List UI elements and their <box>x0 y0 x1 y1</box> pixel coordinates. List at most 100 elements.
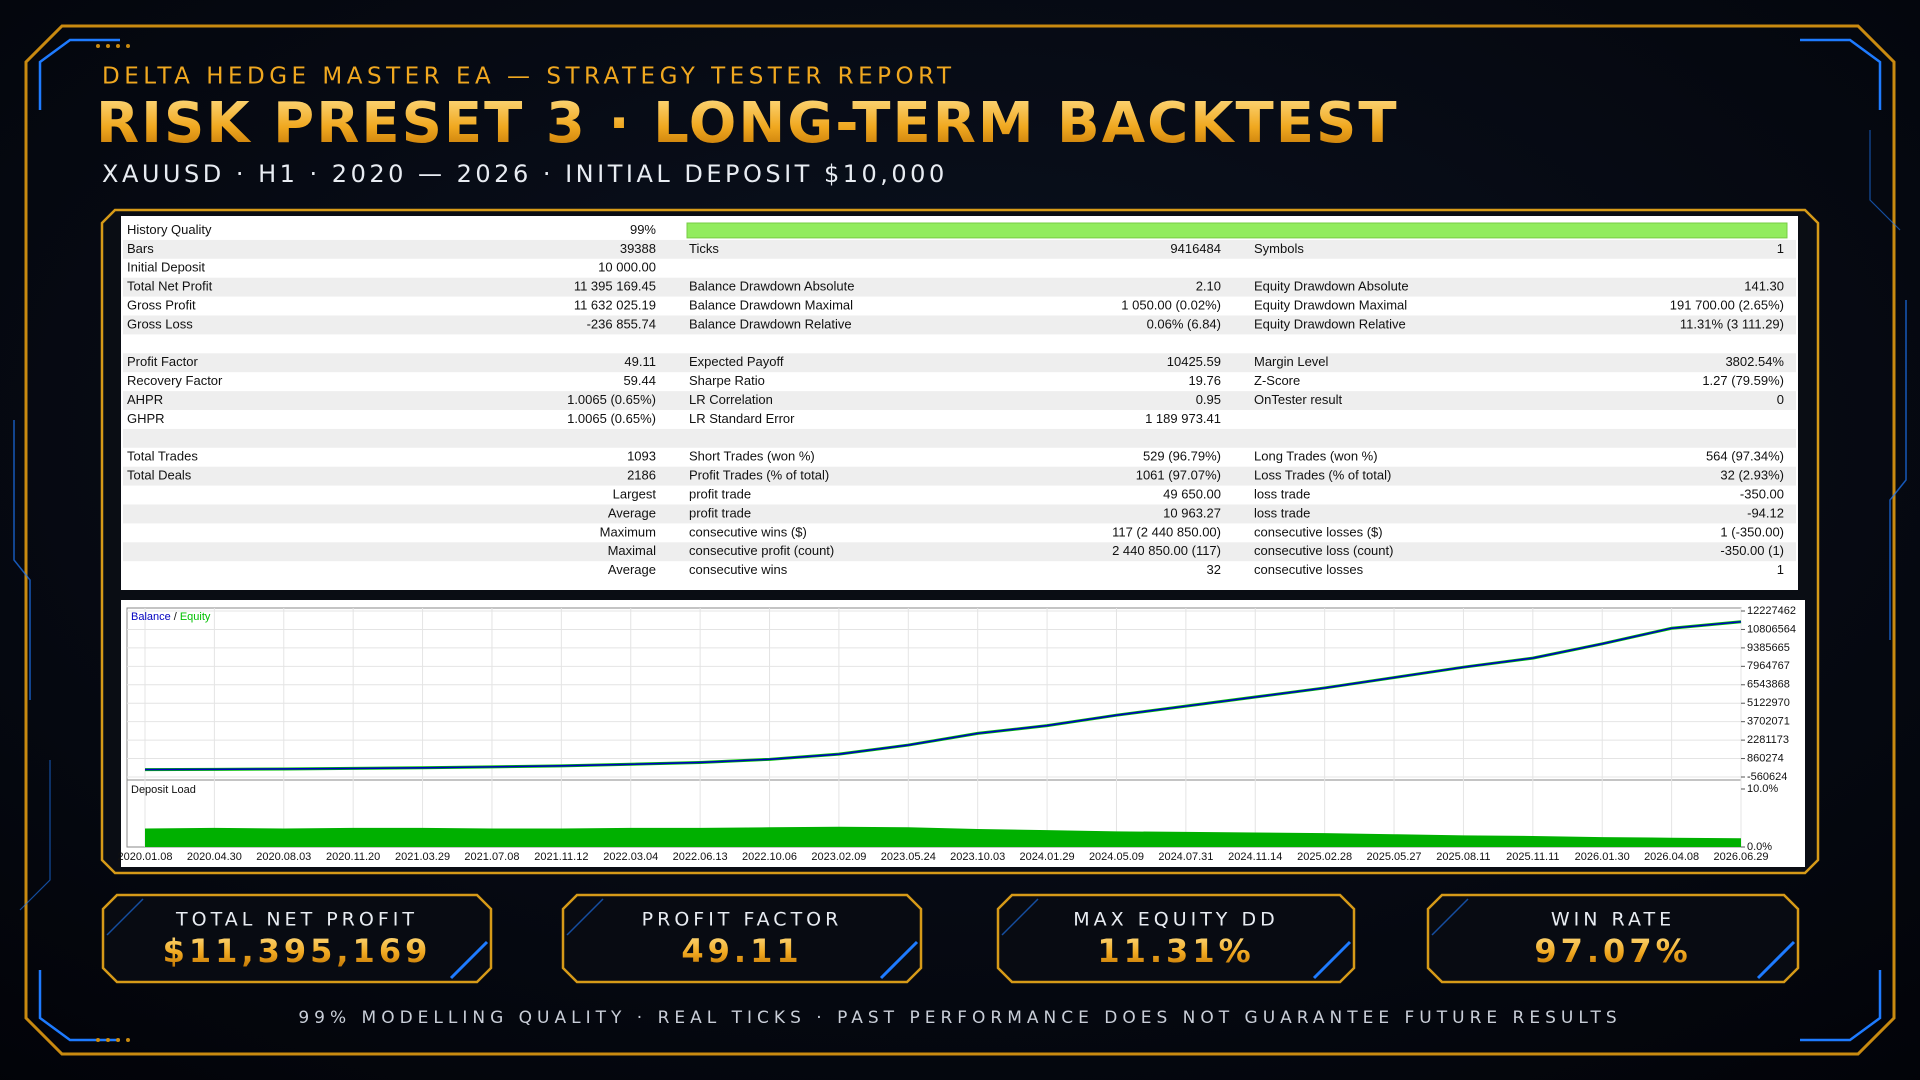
cell-value: 1 050.00 (0.02%) <box>1121 297 1221 312</box>
row-shade <box>123 239 1796 259</box>
cell-label: consecutive losses <box>1254 562 1364 577</box>
cell-value: 59.44 <box>623 373 656 388</box>
cell-value: 141.30 <box>1744 279 1784 294</box>
x-tick-label: 2022.10.06 <box>742 851 797 863</box>
y-tick-label: 10.0% <box>1747 783 1778 795</box>
cell-value: Largest <box>613 486 657 501</box>
dots <box>96 44 130 1042</box>
row-shade <box>123 315 1796 335</box>
cell-label: Recovery Factor <box>127 373 223 388</box>
cell-label: Long Trades (won %) <box>1254 449 1378 464</box>
y-tick-label: 12227462 <box>1747 605 1796 617</box>
x-tick-label: 2024.11.14 <box>1228 851 1282 863</box>
cell-label: Total Deals <box>127 468 192 483</box>
card-accent <box>1001 898 1039 936</box>
cell-value: 1 <box>1777 562 1784 577</box>
stat-value: 49.11 <box>681 932 802 970</box>
card-accent <box>1756 940 1796 980</box>
cell-value: 10425.59 <box>1167 354 1221 369</box>
x-tick-label: 2026.01.30 <box>1575 851 1630 863</box>
legend-entry: Equity <box>180 611 211 623</box>
cell-label: Symbols <box>1254 241 1304 256</box>
row-shade <box>123 428 1796 448</box>
cell-value: 1 <box>1777 241 1784 256</box>
cell-value: 32 (2.93%) <box>1720 468 1784 483</box>
x-tick-label: 2020.04.30 <box>187 851 242 863</box>
x-tick-label: 2022.03.04 <box>603 851 658 863</box>
cell-label: Loss Trades (% of total) <box>1254 468 1391 483</box>
cell-value: 49 650.00 <box>1163 486 1221 501</box>
cell-label: consecutive wins <box>689 562 788 577</box>
cell-value: 9416484 <box>1170 241 1221 256</box>
x-tick-label: 2020.08.03 <box>256 851 311 863</box>
x-tick-label: 2026.06.29 <box>1713 851 1768 863</box>
cell-label: Initial Deposit <box>127 260 205 275</box>
stat-card <box>561 893 923 984</box>
row-shade <box>123 466 1796 486</box>
cell-label: loss trade <box>1254 505 1310 520</box>
cell-value: 117 (2 440 850.00) <box>1112 524 1221 539</box>
cell-value: 10 000.00 <box>598 260 656 275</box>
x-tick-label: 2024.05.09 <box>1089 851 1144 863</box>
cell-label: Equity Drawdown Relative <box>1254 316 1406 331</box>
cell-value: 11.31% (3 111.29) <box>1680 316 1784 331</box>
cell-value: -350.00 <box>1740 486 1784 501</box>
cell-label: consecutive loss (count) <box>1254 543 1393 558</box>
cell-value: 3802.54% <box>1725 354 1784 369</box>
cell-label: Short Trades (won %) <box>689 449 815 464</box>
cell-value: 529 (96.79%) <box>1143 449 1221 464</box>
cell-label: LR Correlation <box>689 392 773 407</box>
x-tick-label: 2023.05.24 <box>881 851 936 863</box>
cell-value: Average <box>608 562 656 577</box>
cell-value: 0 <box>1777 392 1784 407</box>
cell-value: 0.95 <box>1196 392 1221 407</box>
stat-label: TOTAL NET PROFIT <box>175 909 418 931</box>
subtitle: XAUUSD · H1 · 2020 — 2026 · INITIAL DEPO… <box>102 160 948 188</box>
cell-label: consecutive wins ($) <box>689 524 807 539</box>
circuit-decor <box>13 38 1907 1042</box>
x-tick-label: 2025.02.28 <box>1297 851 1352 863</box>
cell-label: Balance Drawdown Maximal <box>689 297 853 312</box>
cell-value: -94.12 <box>1747 505 1784 520</box>
cell-value: 11 395 169.45 <box>574 279 656 294</box>
cell-value: 1093 <box>627 449 656 464</box>
cell-value: 32 <box>1207 562 1221 577</box>
cell-label: consecutive profit (count) <box>689 543 834 558</box>
cell-value: 1 189 973.41 <box>1145 411 1221 426</box>
cell-label: Profit Factor <box>127 354 198 369</box>
cell-value: Average <box>608 505 656 520</box>
stat-card <box>1426 893 1800 984</box>
pretitle: DELTA HEDGE MASTER EA — STRATEGY TESTER … <box>102 64 956 90</box>
cell-label: Z-Score <box>1254 373 1300 388</box>
chart-area <box>121 600 1805 867</box>
card-accent <box>106 898 144 936</box>
x-tick-label: 2023.02.09 <box>811 851 866 863</box>
cell-label: AHPR <box>127 392 163 407</box>
stat-label: WIN RATE <box>1551 909 1675 931</box>
cell-value: 10 963.27 <box>1163 505 1221 520</box>
footer: 99% MODELLING QUALITY · REAL TICKS · PAS… <box>298 1008 1621 1028</box>
stat-label: PROFIT FACTOR <box>642 909 843 931</box>
x-tick-label: 2025.08.11 <box>1436 851 1490 863</box>
stat-value: 11.31% <box>1097 932 1254 970</box>
cell-value: 1 (-350.00) <box>1720 524 1784 539</box>
row-shade <box>123 391 1796 410</box>
y-tick-label: 9385665 <box>1747 642 1790 654</box>
outer-frame <box>24 24 1896 1056</box>
x-tick-label: 2024.07.31 <box>1158 851 1213 863</box>
cell-label: Ticks <box>689 241 719 256</box>
cell-label: loss trade <box>1254 486 1310 501</box>
y-tick-label: 3702071 <box>1747 716 1790 728</box>
cell-label: consecutive losses ($) <box>1254 524 1383 539</box>
cell-value: 2 440 850.00 (117) <box>1112 543 1221 558</box>
legend: Balance / Equity <box>131 611 211 623</box>
row-shade <box>123 504 1796 524</box>
row-shade <box>123 542 1796 562</box>
cell-value: 0.06% (6.84) <box>1147 316 1221 331</box>
quality-bar <box>686 222 1788 239</box>
cell-label: Balance Drawdown Absolute <box>689 279 855 294</box>
y-tick-label: 7964767 <box>1747 660 1790 672</box>
card-accent <box>449 940 489 980</box>
cell-label: Profit Trades (% of total) <box>689 468 829 483</box>
